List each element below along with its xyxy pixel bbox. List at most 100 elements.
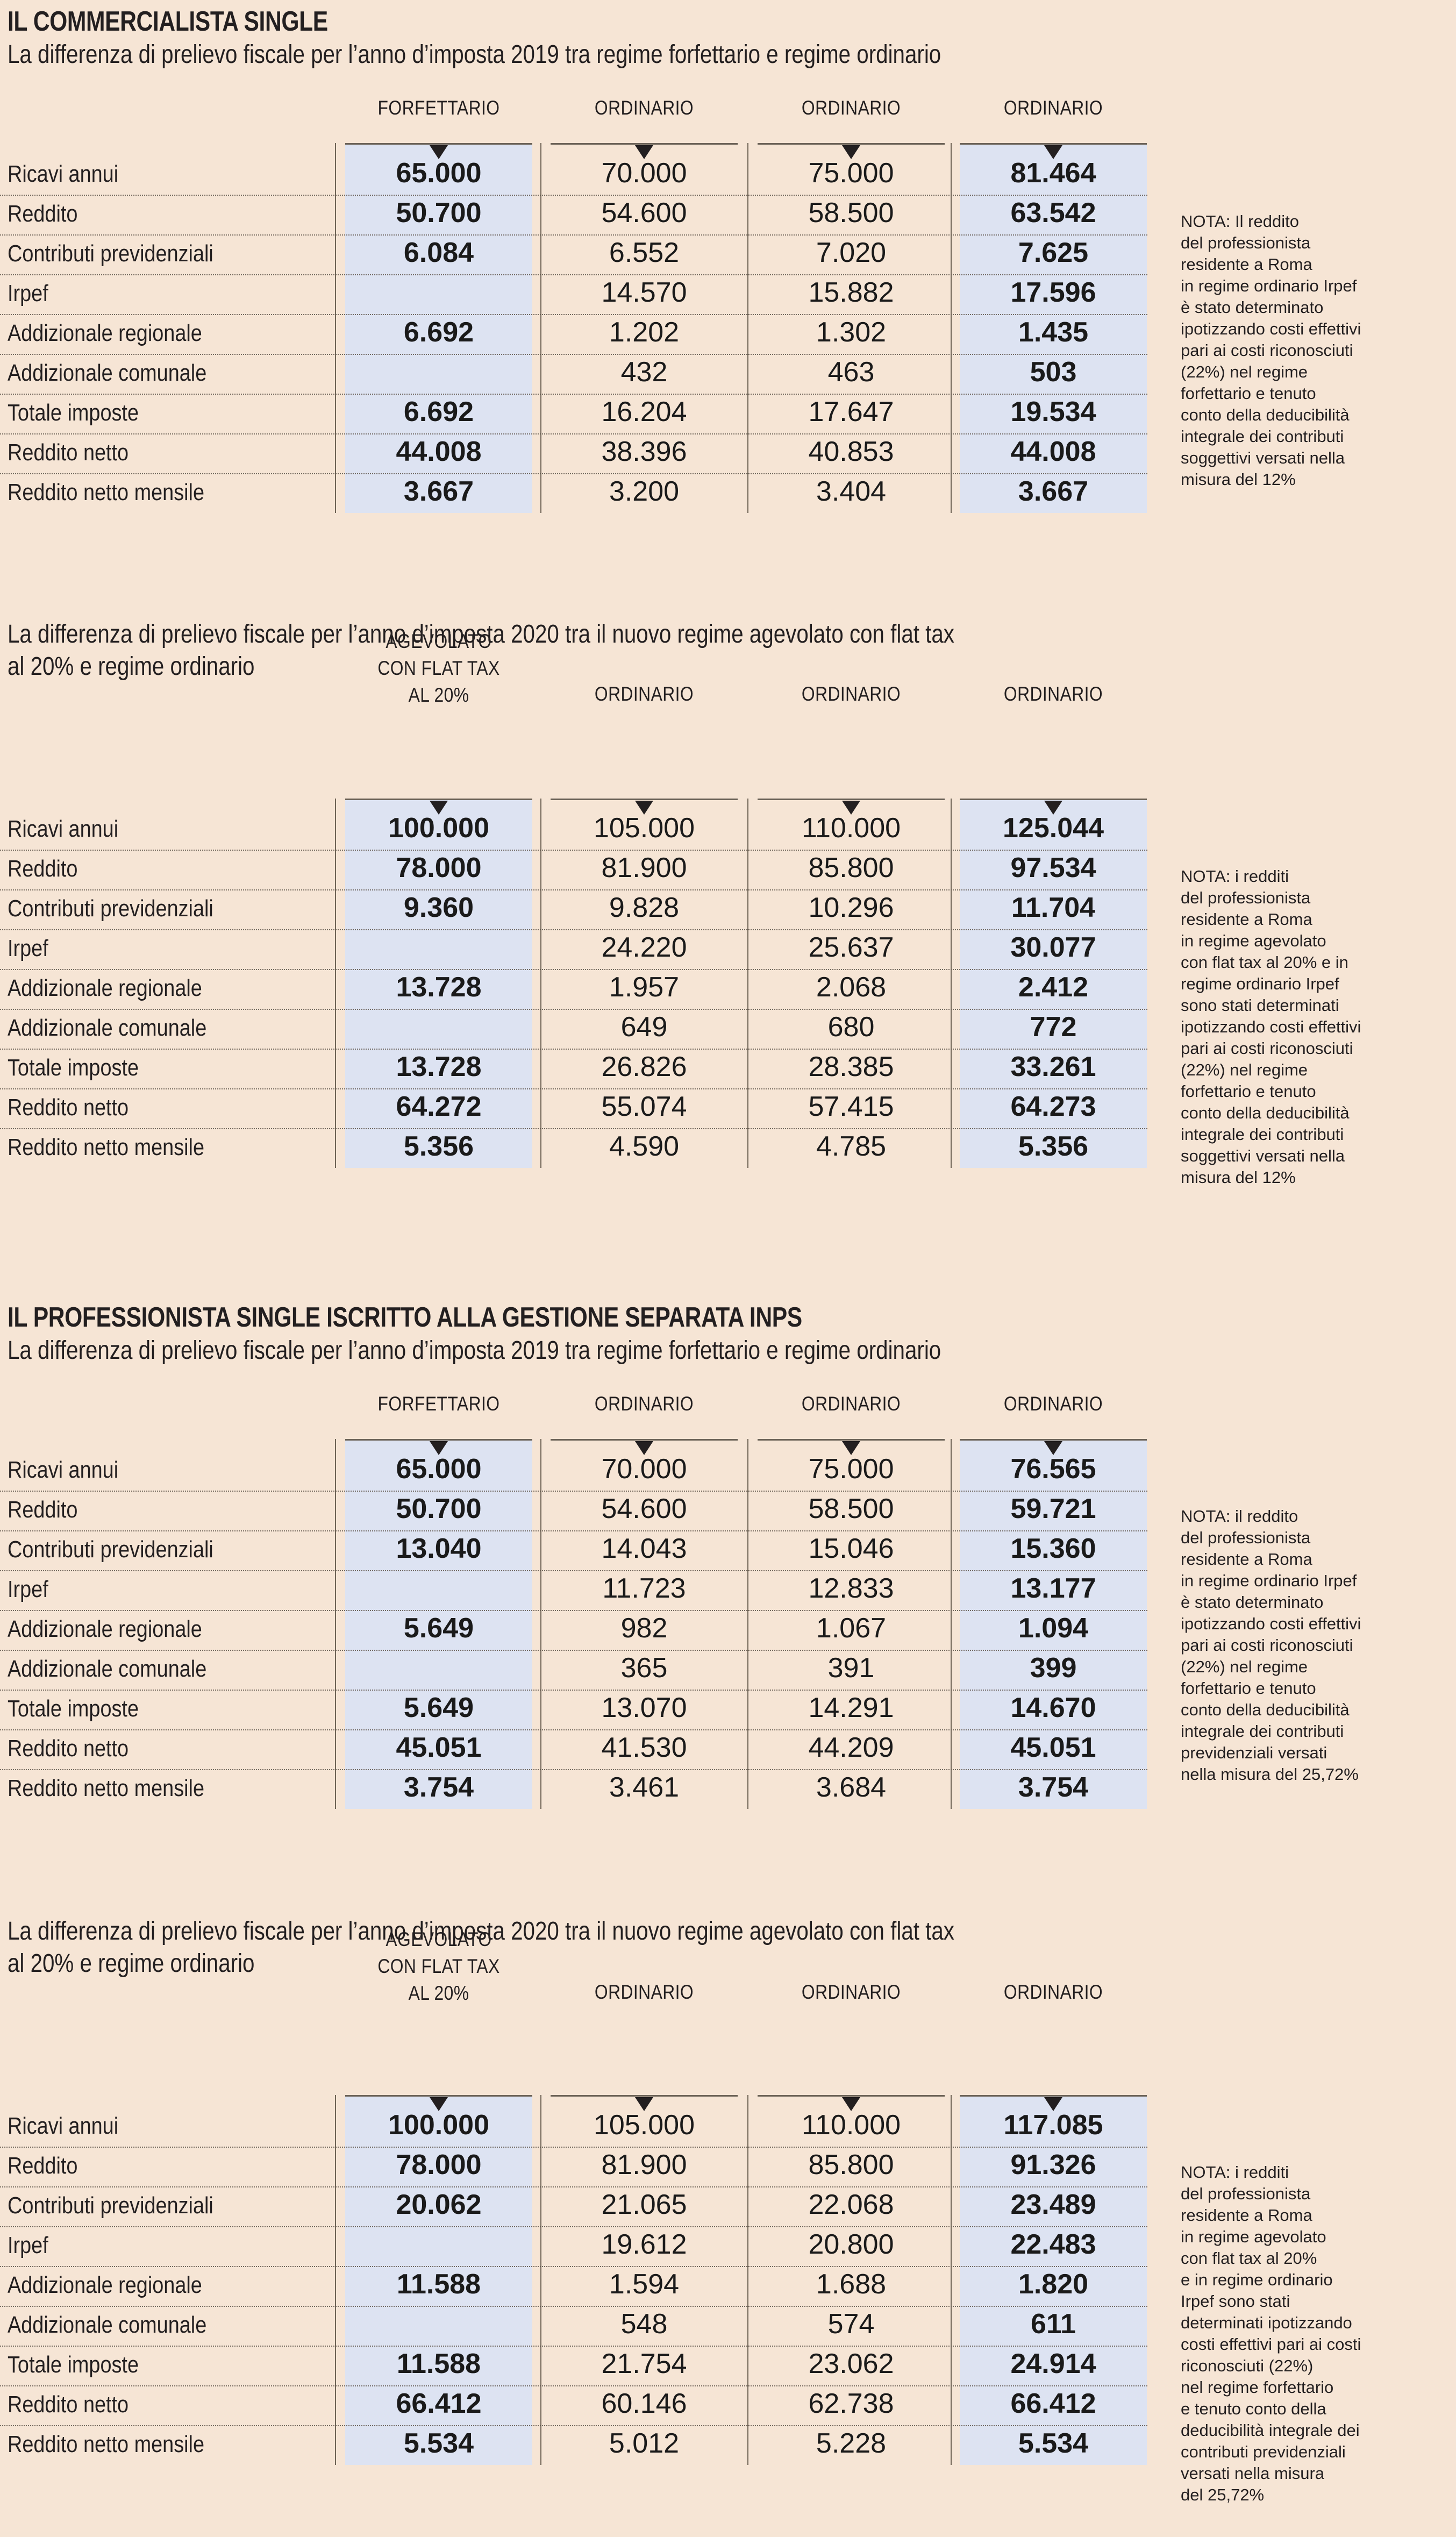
row-separator xyxy=(0,2385,1147,2386)
table-cell: 58.500 xyxy=(808,1493,894,1524)
table-cell: 81.900 xyxy=(601,2149,687,2180)
column-pointer-icon xyxy=(430,145,448,159)
column-rule xyxy=(758,1439,945,1441)
section-subtitle: La differenza di prelievo fiscale per l’… xyxy=(8,620,954,681)
table-cell: 11.723 xyxy=(602,1573,686,1604)
column-rule xyxy=(345,1439,532,1441)
table-cell: 15.882 xyxy=(808,277,894,308)
table-cell: 76.565 xyxy=(1010,1453,1096,1485)
column-rule xyxy=(551,799,738,800)
table-cell: 28.385 xyxy=(808,1051,894,1082)
table-cell: 117.085 xyxy=(1003,2110,1103,2141)
table-cell: 91.326 xyxy=(1010,2149,1096,2180)
row-separator xyxy=(0,314,1147,315)
table-cell: 11.704 xyxy=(1011,892,1096,923)
column-rule xyxy=(960,143,1147,145)
table-cell: 11.588 xyxy=(396,2269,481,2300)
row-separator xyxy=(0,2147,1147,2148)
table-cell: 85.800 xyxy=(808,2149,894,2180)
section-note: NOTA: i redditi del professionista resid… xyxy=(1181,2163,1361,2504)
column-rule xyxy=(345,799,532,800)
column-divider xyxy=(540,143,541,513)
table-cell: 503 xyxy=(1030,357,1077,388)
table-cell: 13.177 xyxy=(1010,1573,1096,1604)
row-label: Addizionale comunale xyxy=(8,1015,207,1041)
column-divider xyxy=(540,799,541,1168)
column-pointer-icon xyxy=(1044,1441,1062,1455)
table-cell: 982 xyxy=(620,1613,668,1644)
column-rule xyxy=(345,2095,532,2097)
row-label: Addizionale regionale xyxy=(8,2272,202,2298)
column-header: ORDINARIO xyxy=(594,683,694,705)
row-separator xyxy=(0,2425,1147,2426)
table-cell: 64.272 xyxy=(396,1091,482,1122)
table-cell: 680 xyxy=(827,1011,875,1043)
table-cell: 50.700 xyxy=(396,1493,482,1524)
highlight-band xyxy=(345,2095,532,2465)
table-cell: 2.068 xyxy=(816,972,887,1003)
table-cell: 60.146 xyxy=(601,2388,687,2419)
column-pointer-icon xyxy=(430,1441,448,1455)
section-note: NOTA: i redditi del professionista resid… xyxy=(1181,867,1361,1187)
column-rule xyxy=(960,2095,1147,2097)
table-cell: 4.590 xyxy=(609,1131,680,1162)
highlight-band xyxy=(345,143,532,513)
table-cell: 14.291 xyxy=(808,1692,894,1723)
table-cell: 85.800 xyxy=(808,852,894,883)
row-label: Ricavi annui xyxy=(8,161,119,187)
table-cell: 3.754 xyxy=(403,1772,474,1803)
column-header: ORDINARIO xyxy=(801,97,901,119)
row-separator xyxy=(0,850,1147,851)
table-cell: 3.404 xyxy=(816,476,887,507)
table-cell: 1.067 xyxy=(816,1613,887,1644)
table-cell: 13.070 xyxy=(601,1692,687,1723)
table-cell: 3.667 xyxy=(1018,476,1089,507)
highlight-band xyxy=(345,799,532,1168)
section-subtitle: La differenza di prelievo fiscale per l’… xyxy=(8,1917,954,1978)
table-cell: 365 xyxy=(620,1652,668,1684)
row-label: Contributi previdenziali xyxy=(8,240,213,267)
table-cell: 70.000 xyxy=(601,158,687,189)
column-header: AGEVOLATO CON FLAT TAX AL 20% xyxy=(377,1928,500,2004)
row-label: Ricavi annui xyxy=(8,816,119,842)
column-pointer-icon xyxy=(430,2097,448,2111)
column-divider xyxy=(335,2095,336,2465)
section-subtitle: La differenza di prelievo fiscale per l’… xyxy=(8,1336,941,1365)
row-label: Contributi previdenziali xyxy=(8,1536,213,1563)
table-cell: 20.062 xyxy=(396,2189,482,2220)
table-cell: 10.296 xyxy=(808,892,894,923)
row-separator xyxy=(0,1729,1147,1730)
table-cell: 17.647 xyxy=(808,396,894,427)
row-label: Addizionale comunale xyxy=(8,1656,207,1682)
row-separator xyxy=(0,1530,1147,1531)
table-cell: 611 xyxy=(1031,2308,1076,2340)
column-divider xyxy=(951,1439,952,1809)
row-label: Reddito xyxy=(8,1496,78,1523)
table-cell: 3.684 xyxy=(816,1772,887,1803)
row-separator xyxy=(0,1610,1147,1611)
row-separator xyxy=(0,2346,1147,2347)
row-label: Reddito netto xyxy=(8,1735,129,1762)
column-header: ORDINARIO xyxy=(1003,1393,1103,1415)
table-cell: 44.209 xyxy=(808,1732,894,1763)
table-cell: 14.670 xyxy=(1010,1692,1096,1723)
row-label: Irpef xyxy=(8,1576,48,1602)
table-cell: 11.588 xyxy=(396,2348,481,2379)
table-cell: 432 xyxy=(620,357,668,388)
table-cell: 4.785 xyxy=(816,1131,887,1162)
column-pointer-icon xyxy=(842,1441,860,1455)
table-cell: 78.000 xyxy=(396,2149,482,2180)
row-separator xyxy=(0,1491,1147,1492)
table-cell: 100.000 xyxy=(388,2110,489,2141)
table-cell: 5.534 xyxy=(403,2428,474,2459)
column-divider xyxy=(540,1439,541,1809)
column-pointer-icon xyxy=(635,801,653,815)
column-pointer-icon xyxy=(842,145,860,159)
table-cell: 6.692 xyxy=(403,396,474,427)
table-cell: 6.084 xyxy=(403,237,474,268)
column-pointer-icon xyxy=(842,2097,860,2111)
table-cell: 75.000 xyxy=(808,1453,894,1485)
row-label: Irpef xyxy=(8,935,48,961)
table-cell: 41.530 xyxy=(601,1732,687,1763)
table-cell: 13.728 xyxy=(396,1051,482,1082)
